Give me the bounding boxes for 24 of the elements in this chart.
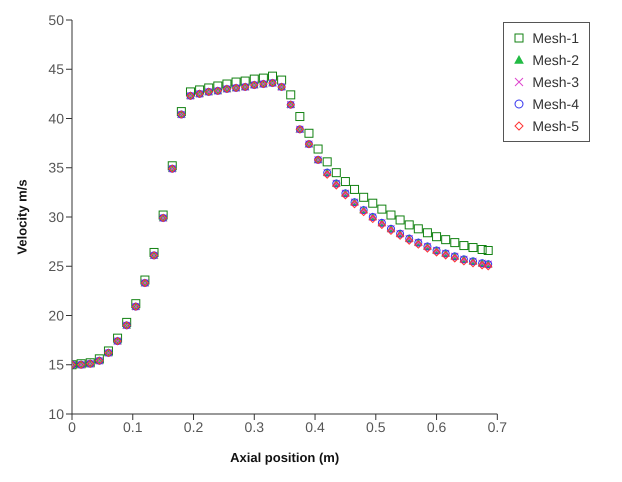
- x-tick-label: 0.3: [244, 418, 264, 435]
- y-tick-label: 30: [48, 208, 64, 225]
- x-tick-label: 0.7: [488, 418, 508, 435]
- legend-label: Mesh-3: [532, 74, 579, 90]
- legend-label: Mesh-1: [532, 30, 579, 46]
- x-tick-label: 0.2: [184, 418, 204, 435]
- x-tick-label: 0: [68, 418, 76, 435]
- x-axis-title: Axial position (m): [230, 450, 340, 465]
- x-tick-label: 0.1: [123, 418, 143, 435]
- x-tick-label: 0.6: [426, 418, 446, 435]
- y-tick-label: 15: [48, 356, 64, 373]
- y-axis-title: Velocity m/s: [14, 179, 30, 255]
- y-tick-label: 20: [48, 307, 64, 324]
- y-tick-label: 45: [48, 61, 64, 78]
- legend-label: Mesh-5: [532, 118, 579, 134]
- y-tick-label: 10: [48, 406, 64, 422]
- y-tick-label: 40: [48, 110, 64, 126]
- x-tick-label: 0.5: [366, 418, 386, 435]
- legend-label: Mesh-2: [532, 52, 579, 68]
- x-tick-label: 0.4: [305, 418, 325, 435]
- y-tick-label: 25: [48, 258, 64, 274]
- legend-label: Mesh-4: [532, 96, 579, 112]
- y-tick-label: 35: [48, 160, 64, 176]
- y-tick-label: 50: [48, 12, 64, 28]
